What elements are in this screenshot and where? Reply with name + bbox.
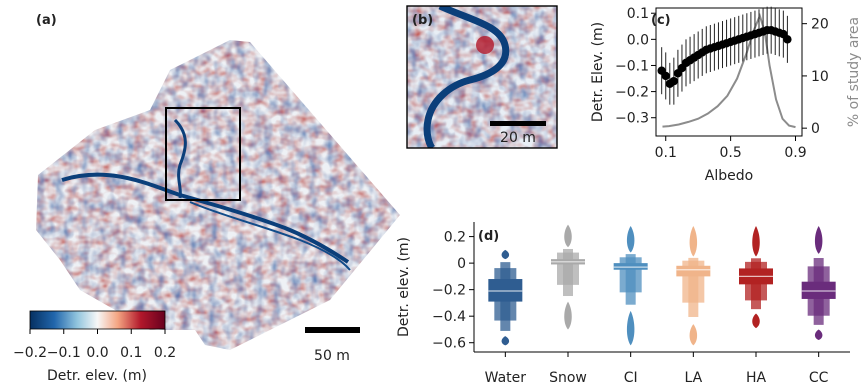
boxen-level — [801, 281, 836, 299]
y-axis-label: Detr. Elev. (m) — [590, 22, 606, 122]
inset-region-box — [165, 107, 241, 201]
panel-label-d: (d) — [478, 229, 499, 244]
x-tick-label: 0.9 — [784, 145, 806, 161]
category-label: Water — [485, 370, 527, 386]
x-tick-label: 0.1 — [655, 145, 677, 161]
colorbar-gradient — [29, 310, 166, 330]
upper-tail — [501, 249, 510, 260]
lower-tail — [689, 324, 698, 346]
lower-tail — [814, 329, 823, 341]
upper-tail — [626, 225, 635, 253]
y2-tick-label: 0 — [811, 121, 820, 137]
colorbar-tick-label: −0.2 — [13, 345, 47, 361]
mean-point — [783, 35, 792, 44]
y2-axis-label: % of study area — [846, 17, 862, 127]
inset-scale-label: 20 m — [500, 130, 536, 146]
class-boxen-chart: 0.2 0 −0.2 −0.4 −0.6 Detr. elev. (m) Water Snow… — [396, 222, 850, 386]
y-axis-label: Detr. elev. (m) — [396, 237, 412, 337]
lower-tail — [752, 313, 760, 329]
colorbar-label: Detr. elev. (m) — [47, 368, 147, 384]
panel-label-c: (c) — [651, 13, 671, 28]
boxen-ci — [613, 225, 648, 346]
category-label: CI — [624, 370, 638, 386]
colorbar-tick-label: 0.1 — [120, 345, 142, 361]
boxen-ha — [739, 225, 773, 329]
y-tick-label: −0.3 — [615, 111, 649, 127]
y-tick-label: −0.6 — [432, 336, 466, 352]
inset-scale-bar — [490, 121, 546, 126]
inset-frame — [406, 5, 558, 149]
upper-tail — [752, 225, 760, 257]
boxen-level — [676, 265, 711, 277]
boxen-snow — [551, 224, 585, 330]
y-tick-label: −0.2 — [432, 283, 466, 299]
lower-tail — [626, 310, 635, 346]
lower-tail — [564, 301, 572, 330]
colorbar-tick-label: 0.0 — [86, 345, 108, 361]
lower-tail — [501, 336, 510, 346]
y-tick-label: 0.1 — [627, 6, 649, 22]
plot-frame — [655, 7, 803, 137]
y-tick-label: −0.4 — [432, 309, 466, 325]
albedo-chart: 0.1 0.0 −0.1 −0.2 −0.3 0 10 20 0.1 0.5 0.9 Albedo De… — [590, 6, 862, 184]
map-scale-label: 50 m — [314, 348, 350, 364]
colorbar-tick-label: 0.2 — [154, 345, 176, 361]
y2-tick-label: 10 — [811, 69, 829, 85]
mean-point — [669, 76, 679, 86]
boxen-level — [557, 252, 579, 285]
boxen-water — [488, 249, 523, 346]
y-tick-label: 0.0 — [627, 32, 649, 48]
upper-tail — [814, 225, 823, 254]
category-label: CC — [809, 370, 829, 386]
boxen-level — [488, 279, 523, 302]
y-tick-label: 0.2 — [444, 230, 466, 246]
panel-label-b: (b) — [412, 13, 433, 28]
map-scale-bar — [305, 327, 360, 333]
boxen-level — [613, 263, 648, 270]
upper-tail — [689, 225, 698, 257]
category-label: LA — [684, 370, 702, 386]
category-label: Snow — [549, 370, 587, 386]
y-tick-label: −0.2 — [615, 85, 649, 101]
y-tick-label: 0 — [457, 256, 466, 272]
y2-tick-label: 20 — [811, 17, 829, 33]
upper-tail — [564, 224, 572, 248]
boxen-level — [619, 257, 642, 293]
area-percent-line — [662, 12, 796, 129]
category-label: HA — [746, 370, 767, 386]
y-tick-label: −0.1 — [615, 58, 649, 74]
mean-point — [661, 71, 670, 81]
boxen-la — [676, 225, 711, 346]
colorbar: −0.2 −0.1 0.0 0.1 0.2 Detr. elev. (m) — [13, 310, 176, 384]
x-axis-label: Albedo — [705, 168, 753, 184]
colorbar-tick-label: −0.1 — [47, 345, 81, 361]
boxen-cc — [801, 225, 836, 341]
elevation-map — [36, 40, 400, 350]
x-tick-label: 0.5 — [719, 145, 741, 161]
panel-label-a: (a) — [36, 13, 57, 28]
